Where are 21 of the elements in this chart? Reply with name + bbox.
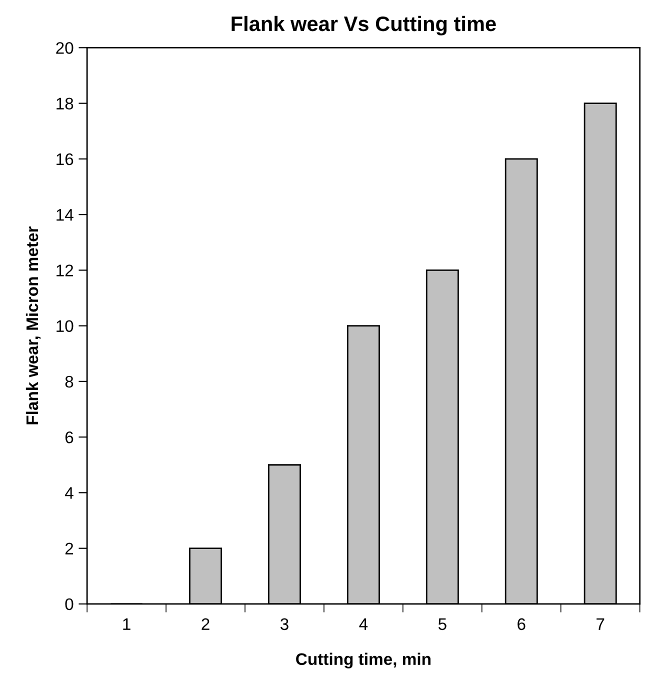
y-tick-label: 4: [64, 487, 74, 499]
y-tick-label: 6: [65, 431, 74, 444]
y-tick-label: 12: [56, 264, 74, 276]
x-tick-label: 5: [438, 618, 446, 630]
x-tick-label: 3: [280, 618, 288, 630]
y-axis-title: Flank wear, Micron meter: [26, 226, 41, 424]
x-axis-title: Cutting time, min: [296, 652, 430, 668]
y-tick-label: 10: [56, 320, 74, 332]
y-tick-label: 14: [56, 209, 74, 221]
x-tick-label: 6: [518, 618, 526, 630]
y-tick-label: 18: [56, 98, 74, 110]
x-tick-label: 2: [202, 618, 210, 630]
y-tick-label: 2: [65, 542, 74, 554]
chart-title: Flank wear Vs Cutting time: [232, 16, 496, 36]
y-tick-label: 16: [56, 153, 74, 166]
y-tick-label: 20: [56, 42, 74, 54]
x-tick-label: 1: [123, 618, 130, 630]
y-tick-label: 8: [65, 376, 74, 388]
x-tick-label: 4: [359, 618, 368, 630]
y-tick-label: 0: [65, 598, 74, 610]
x-tick-label: 7: [596, 618, 604, 630]
